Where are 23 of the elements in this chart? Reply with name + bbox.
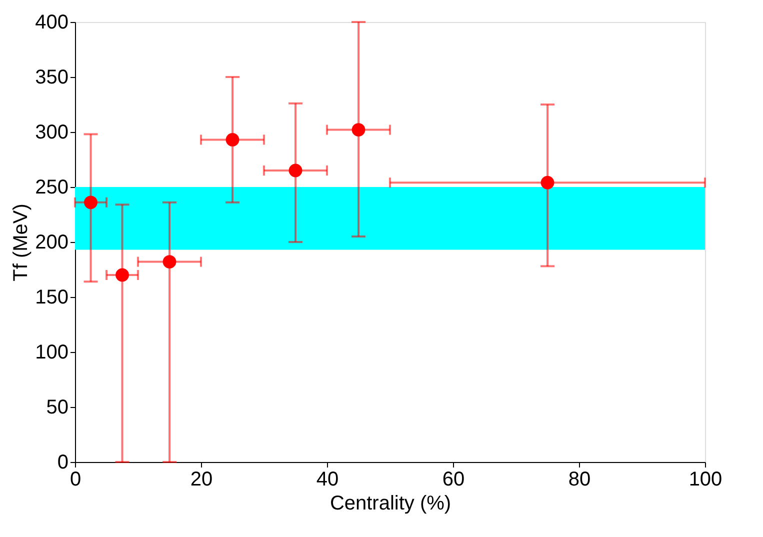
point [540, 176, 554, 190]
x-tick-label: 80 [568, 468, 591, 490]
point [84, 196, 98, 210]
x-tick-label: 60 [442, 468, 465, 490]
y-tick-label: 0 [57, 452, 68, 474]
y-tick-label: 350 [35, 66, 68, 88]
y-tick-label: 200 [35, 232, 68, 254]
y-tick-label: 50 [46, 396, 68, 418]
y-tick-label: 150 [35, 286, 68, 308]
point [226, 133, 240, 146]
point [162, 255, 176, 268]
point [288, 164, 302, 178]
y-axis-title: Tf (MeV) [10, 204, 32, 282]
y-tick-label: 100 [35, 342, 68, 364]
point [116, 268, 129, 282]
x-tick-label: 40 [316, 468, 339, 490]
point [352, 123, 366, 136]
x-tick-label: 100 [688, 468, 722, 490]
y-tick-label: 300 [35, 122, 68, 144]
y-tick-label: 400 [35, 12, 68, 34]
y-tick-label: 250 [35, 176, 68, 198]
x-tick-label: 20 [190, 468, 213, 490]
x-axis-title: Centrality (%) [330, 492, 452, 514]
